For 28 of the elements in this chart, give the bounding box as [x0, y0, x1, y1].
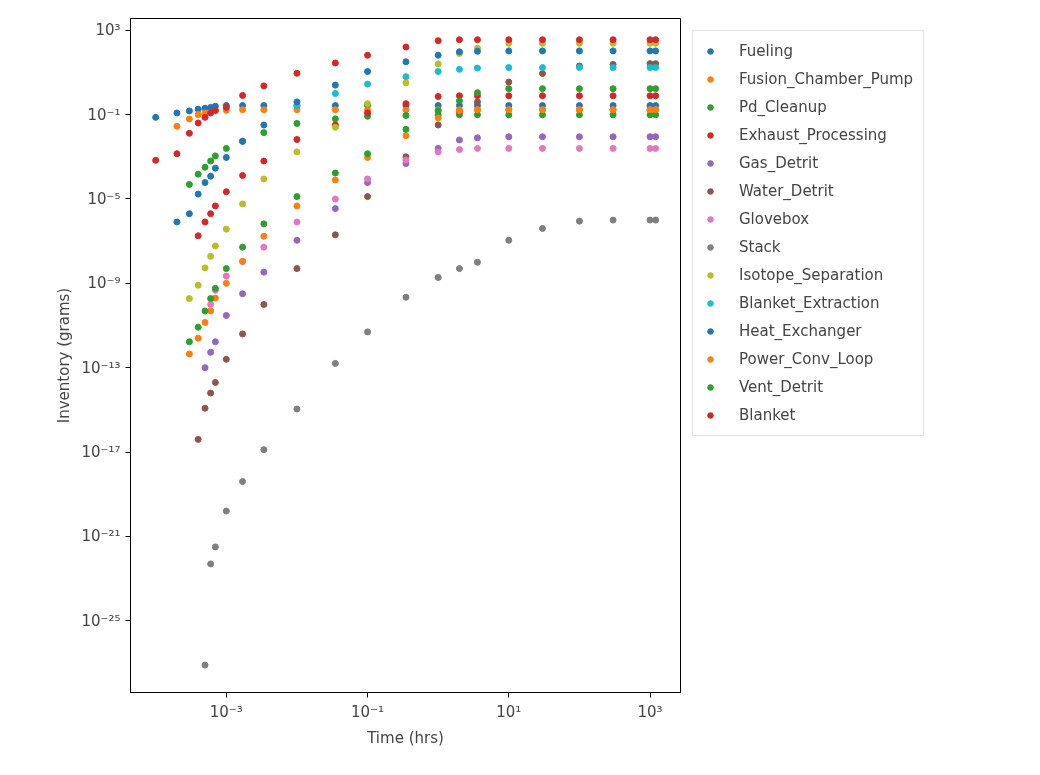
y-tick-label: 10⁻⁵	[87, 189, 121, 208]
legend-label: Blanket_Extraction	[739, 294, 880, 312]
x-tick-label: 10⁻¹	[351, 702, 385, 721]
legend-label: Fueling	[739, 42, 793, 60]
legend-label: Stack	[739, 238, 781, 256]
legend-label: Gas_Detrit	[739, 154, 819, 172]
x-tick-label: 10³	[637, 702, 663, 721]
y-tick-label: 10⁻¹⁷	[81, 443, 121, 462]
y-tick-label: 10⁻²¹	[81, 527, 121, 546]
legend-label: Exhaust_Processing	[739, 126, 887, 144]
y-tick-label: 10⁻⁹	[87, 274, 121, 293]
y-axis-title: Inventory (grams)	[55, 287, 74, 424]
legend-label: Heat_Exchanger	[739, 322, 862, 340]
x-tick-label: 10⁻³	[209, 702, 243, 721]
legend-label: Pd_Cleanup	[739, 98, 827, 116]
legend-label: Fusion_Chamber_Pump	[739, 70, 914, 88]
x-tick-label: 10¹	[496, 702, 522, 721]
y-tick-label: 10⁻²⁵	[81, 611, 121, 630]
y-tick-label: 10³	[95, 21, 121, 40]
y-tick-label: 10⁻¹³	[81, 358, 121, 377]
x-axis-title: Time (hrs)	[366, 728, 444, 747]
legend-label: Water_Detrit	[739, 182, 834, 200]
legend-label: Isotope_Separation	[739, 266, 884, 284]
legend-label: Blanket	[739, 406, 796, 424]
y-tick-label: 10⁻¹	[87, 105, 121, 124]
legend-label: Vent_Detrit	[739, 378, 824, 396]
legend-label: Power_Conv_Loop	[739, 350, 874, 368]
legend-label: Glovebox	[739, 210, 810, 228]
